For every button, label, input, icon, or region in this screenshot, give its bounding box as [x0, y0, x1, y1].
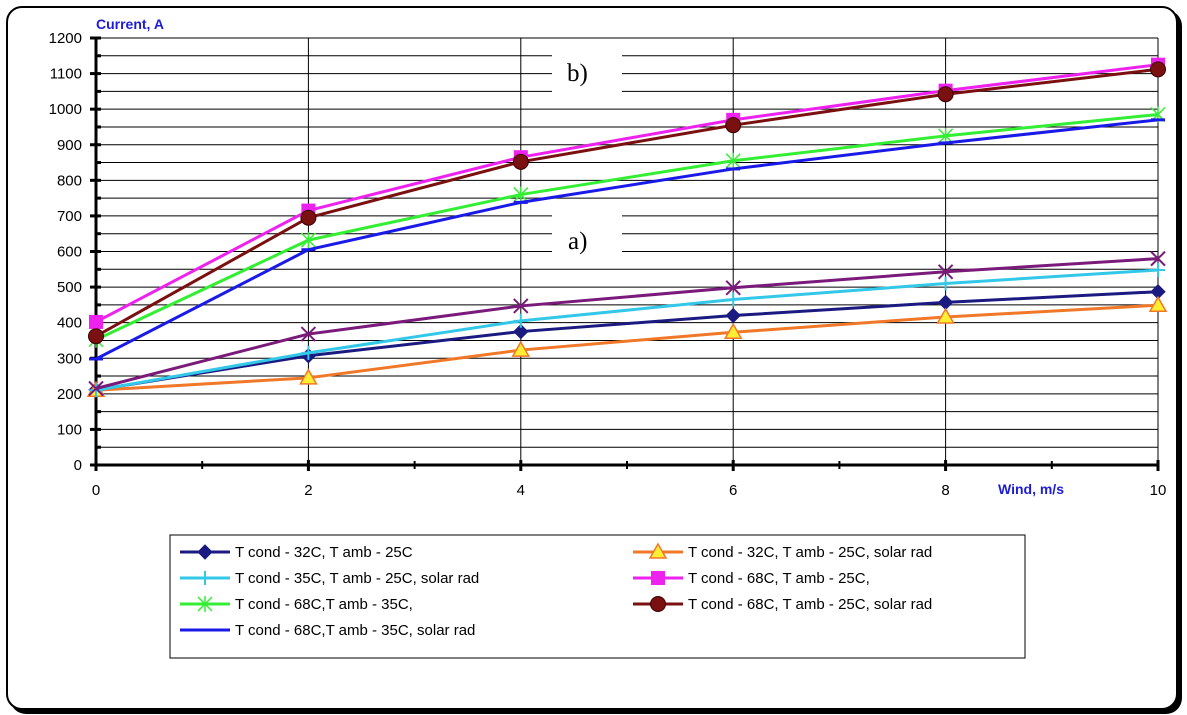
- x-marker: [300, 326, 317, 342]
- legend-entry: T cond - 68C, T amb - 25C,: [633, 570, 870, 587]
- series-group: [86, 57, 1168, 398]
- y-tick-label: 100: [57, 421, 82, 438]
- series-line: [95, 303, 1159, 392]
- x-axis-title: Wind, m/s: [998, 481, 1064, 497]
- y-tick-label: 200: [57, 386, 82, 403]
- plus-marker: [198, 571, 212, 585]
- diamond-marker: [513, 323, 529, 340]
- plus-marker: [726, 292, 741, 307]
- x-marker: [725, 280, 741, 296]
- circle-marker: [650, 596, 666, 612]
- legend-label: T cond - 32C, T amb - 25C, solar rad: [688, 544, 932, 561]
- x-tick-label: 4: [517, 482, 525, 499]
- square-marker: [89, 314, 103, 329]
- asterisk-marker: [938, 127, 954, 144]
- series-3: [89, 263, 1165, 398]
- series-8: [88, 250, 1166, 397]
- series-7: [89, 118, 1165, 361]
- triangle-marker: [723, 322, 743, 340]
- x-tick-label: 8: [941, 482, 949, 499]
- y-tick-label: 1100: [50, 66, 82, 83]
- series-line: [95, 113, 1159, 342]
- legend-entry: T cond - 32C, T amb - 25C: [180, 544, 413, 561]
- y-tick-label: 500: [57, 279, 82, 296]
- annotations: b) a): [552, 45, 622, 268]
- y-tick-label: 800: [57, 172, 82, 189]
- series-line: [95, 290, 1159, 392]
- plus-marker: [938, 276, 953, 291]
- circle-marker: [1150, 61, 1166, 78]
- plus-marker: [301, 345, 316, 360]
- annotation-b-box: [552, 45, 622, 100]
- diamond-marker: [197, 544, 213, 560]
- y-tick-label: 600: [57, 244, 82, 261]
- y-tick-label: 400: [57, 315, 82, 332]
- asterisk-marker: [513, 186, 529, 203]
- gridlines: [96, 37, 1159, 465]
- triangle-marker: [648, 542, 668, 559]
- legend-entry: T cond - 68C,T amb - 35C,: [180, 596, 413, 613]
- plus-marker: [89, 383, 103, 398]
- annotation-a-box: [552, 213, 622, 268]
- legend-label: T cond - 68C,T amb - 35C,: [235, 596, 413, 613]
- x-tick-label: 10: [1150, 482, 1167, 499]
- triangle-marker: [299, 368, 318, 385]
- annotation-a: a): [568, 228, 587, 255]
- triangle-marker: [1148, 295, 1168, 312]
- triangle-marker: [511, 340, 531, 357]
- square-marker: [651, 571, 665, 585]
- x-tick-label: 0: [92, 482, 100, 499]
- y-tick-label: 0: [74, 457, 82, 474]
- circle-marker: [937, 86, 954, 103]
- asterisk-marker: [197, 596, 213, 612]
- tick-labels: 0100200300400500600700800900100011001200…: [49, 30, 1167, 499]
- legend-label: T cond - 32C, T amb - 25C: [235, 544, 413, 561]
- legend-entry: T cond - 32C, T amb - 25C, solar rad: [633, 542, 932, 561]
- diamond-marker: [937, 294, 954, 311]
- x-marker: [1150, 250, 1166, 267]
- series-6: [88, 61, 1166, 345]
- series-2: [86, 295, 1168, 398]
- y-tick-label: 1200: [49, 30, 82, 47]
- plus-marker: [1151, 263, 1165, 278]
- legend-entry: T cond - 68C,T amb - 35C, solar rad: [180, 622, 475, 639]
- series-line: [95, 268, 1159, 392]
- y-axis-title: Current, A: [96, 16, 164, 32]
- asterisk-marker: [300, 232, 316, 249]
- legend-entry: T cond - 35C, T amb - 25C, solar rad: [180, 570, 479, 587]
- circle-marker: [300, 209, 317, 226]
- x-marker: [513, 298, 529, 314]
- x-tick-label: 6: [729, 482, 737, 499]
- circle-marker: [88, 328, 104, 345]
- series-line: [95, 257, 1159, 390]
- series-line: [95, 63, 1159, 324]
- series-4: [89, 57, 1165, 329]
- series-line: [95, 118, 1159, 361]
- annotation-b: b): [567, 60, 588, 87]
- triangle-marker: [936, 307, 955, 324]
- y-tick-label: 1000: [49, 101, 82, 118]
- plus-marker: [513, 313, 528, 328]
- legend-label: T cond - 68C, T amb - 25C, solar rad: [688, 596, 932, 613]
- y-tick-label: 700: [57, 208, 82, 225]
- legend-label: T cond - 68C,T amb - 35C, solar rad: [235, 622, 475, 639]
- series-line: [95, 67, 1159, 338]
- legend-box: [169, 534, 1026, 659]
- legend-entry: T cond - 68C, T amb - 25C, solar rad: [633, 596, 932, 613]
- diamond-marker: [725, 307, 741, 324]
- x-marker: [88, 380, 104, 397]
- x-tick-label: 2: [304, 482, 312, 499]
- circle-marker: [725, 117, 742, 134]
- y-tick-label: 900: [57, 137, 82, 154]
- legend-label: T cond - 68C, T amb - 25C,: [688, 570, 870, 587]
- legend: T cond - 32C, T amb - 25C T cond - 32C, T…: [169, 534, 1026, 659]
- legend-label: T cond - 35C, T amb - 25C, solar rad: [235, 570, 479, 587]
- y-tick-label: 300: [57, 350, 82, 367]
- x-marker: [937, 264, 954, 280]
- axes: [90, 36, 1160, 471]
- asterisk-marker: [725, 152, 741, 169]
- circle-marker: [512, 153, 529, 170]
